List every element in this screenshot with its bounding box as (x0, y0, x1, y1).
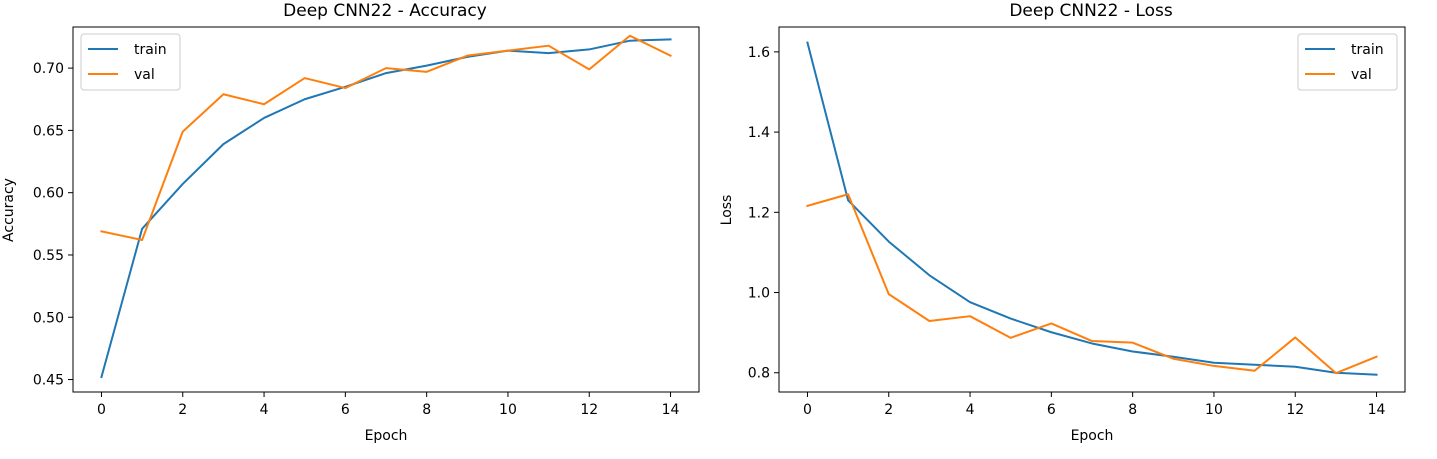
accuracy-val-line (100, 34, 672, 242)
accuracy-x-ticks: 0 2 4 6 8 10 12 14 (97, 392, 680, 418)
loss-legend-val-label: val (1351, 67, 1372, 83)
loss-x-tick-label: 8 (1128, 402, 1137, 418)
loss-y-tick-label: 1.2 (748, 205, 770, 221)
accuracy-y-axis-label: Accuracy (1, 178, 17, 242)
loss-plot-frame (778, 26, 1406, 393)
accuracy-y-tick-label: 0.50 (33, 310, 64, 326)
loss-x-ticks: 0 2 4 6 8 10 12 14 (803, 392, 1386, 418)
accuracy-y-tick-label: 0.70 (33, 61, 64, 77)
accuracy-plot-frame (72, 26, 700, 393)
loss-y-axis-label: Loss (719, 195, 735, 226)
accuracy-x-tick-label: 0 (97, 402, 106, 418)
loss-legend-train-label: train (1351, 42, 1384, 58)
loss-legend: train val (1297, 33, 1398, 91)
accuracy-legend-train-label: train (134, 42, 167, 58)
loss-y-tick-label: 0.8 (748, 366, 770, 382)
loss-x-tick-label: 0 (803, 402, 812, 418)
accuracy-legend: train val (80, 33, 181, 91)
accuracy-y-tick-label: 0.55 (33, 248, 64, 264)
loss-chart: Deep CNN22 - Loss 0 2 4 6 8 10 12 14 0.8 1.0 1.2 1… (719, 1, 1406, 444)
accuracy-y-ticks: 0.45 0.50 0.55 0.60 0.65 0.70 (33, 61, 73, 389)
accuracy-x-tick-label: 12 (580, 402, 598, 418)
loss-val-line (806, 193, 1378, 375)
loss-chart-title: Deep CNN22 - Loss (1009, 1, 1173, 21)
loss-x-tick-label: 2 (884, 402, 893, 418)
accuracy-x-tick-label: 6 (341, 402, 350, 418)
loss-y-tick-label: 1.4 (748, 125, 770, 141)
accuracy-x-tick-label: 2 (178, 402, 187, 418)
loss-y-tick-label: 1.6 (748, 45, 770, 61)
accuracy-chart-title: Deep CNN22 - Accuracy (283, 1, 487, 21)
accuracy-x-tick-label: 4 (260, 402, 269, 418)
loss-y-ticks: 0.8 1.0 1.2 1.4 1.6 (748, 45, 779, 382)
loss-x-tick-label: 14 (1368, 402, 1386, 418)
loss-x-tick-label: 12 (1286, 402, 1304, 418)
accuracy-y-tick-label: 0.60 (33, 186, 64, 202)
accuracy-x-axis-label: Epoch (365, 428, 408, 444)
accuracy-y-tick-label: 0.45 (33, 373, 64, 389)
accuracy-y-tick-label: 0.65 (33, 123, 64, 139)
accuracy-x-tick-label: 10 (499, 402, 517, 418)
loss-lines (806, 41, 1378, 376)
loss-train-line (806, 41, 1378, 376)
loss-x-axis-label: Epoch (1071, 428, 1114, 444)
accuracy-x-tick-label: 8 (422, 402, 431, 418)
accuracy-x-tick-label: 14 (662, 402, 680, 418)
loss-x-tick-label: 10 (1205, 402, 1223, 418)
accuracy-lines (100, 34, 672, 379)
accuracy-legend-val-label: val (134, 67, 155, 83)
loss-y-tick-label: 1.0 (748, 286, 770, 302)
loss-x-tick-label: 6 (1047, 402, 1056, 418)
accuracy-chart: Deep CNN22 - Accuracy 0 2 4 6 8 10 12 14 0.450.… (1, 1, 700, 444)
accuracy-train-line (100, 38, 672, 379)
loss-x-tick-label: 4 (966, 402, 975, 418)
